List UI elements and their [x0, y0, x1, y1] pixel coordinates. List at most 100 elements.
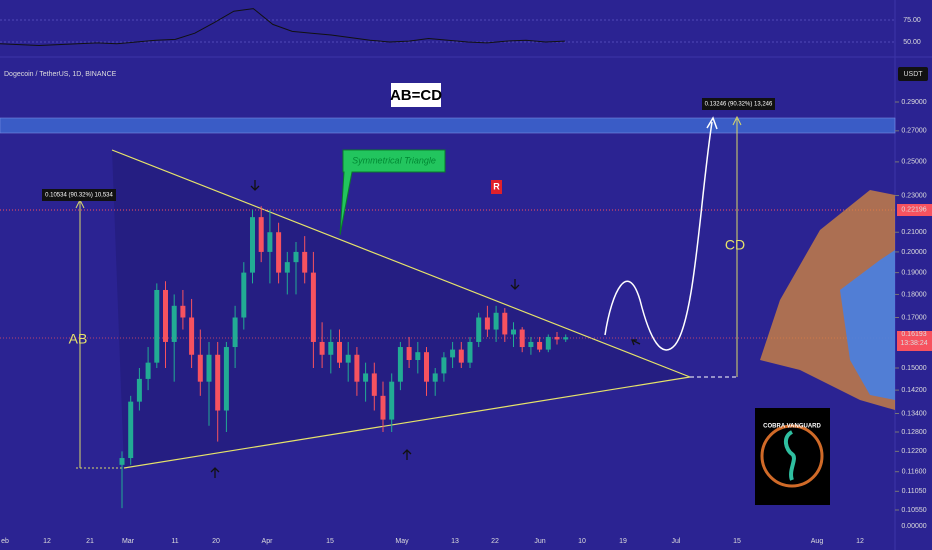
rsi-tick-label: 50.00: [903, 39, 921, 46]
candle-body: [128, 401, 134, 459]
pivot-arrows: [210, 180, 641, 478]
volume-profile-value-area: [840, 250, 895, 400]
logo-cobra: [784, 430, 796, 481]
cd-measure-box: [702, 98, 775, 110]
price-tick-label: 0.21000: [901, 229, 926, 236]
title: AB=CD: [390, 87, 442, 104]
projection-path: [604, 121, 713, 351]
ab-measure-box: [42, 189, 116, 201]
time-label: 15: [326, 538, 334, 545]
time-label: Apr: [262, 538, 274, 545]
price-tick-label: 0.11600: [902, 469, 927, 476]
candle-body: [136, 378, 142, 402]
resistance-zone: [0, 117, 896, 134]
candle-body: [363, 373, 369, 382]
price-tick-label: 0.15000: [901, 365, 926, 372]
candle-body: [467, 341, 473, 363]
candle-body: [284, 262, 290, 273]
candle-body: [476, 317, 482, 342]
time-label: 10: [578, 538, 586, 545]
candle-body: [554, 336, 560, 340]
candle-body: [371, 373, 377, 396]
last-price-label: 0.16193: [901, 331, 926, 338]
title-box: [391, 83, 441, 107]
price-tick-label: 0.17000: [901, 314, 926, 321]
time-label: Jun: [534, 538, 545, 545]
candle-body: [215, 354, 221, 411]
candle-body: [345, 354, 351, 363]
price-tick-label: 0.12800: [901, 429, 926, 436]
candle-body: [276, 232, 282, 273]
price-tick-label: 0.23000: [901, 192, 926, 199]
time-label: Aug: [811, 538, 824, 545]
candle-body: [206, 354, 212, 382]
rsi-line: [0, 8, 566, 47]
marker-box: [491, 180, 502, 194]
price-tick-label: 0.11050: [902, 488, 927, 495]
time-label: 15: [733, 538, 741, 545]
candle-body: [563, 337, 569, 340]
candle-body: [163, 289, 168, 342]
volume-tick-label: 0.00000: [901, 523, 926, 530]
time-label: 22: [491, 538, 499, 545]
time-label: 19: [619, 538, 627, 545]
candle-body: [180, 305, 186, 318]
last-price-box: [897, 331, 932, 351]
ab-label: AB: [69, 331, 88, 347]
price-tick-label: 0.13400: [901, 410, 926, 417]
candle-body: [302, 251, 308, 273]
time-label: 12: [856, 538, 864, 545]
candle-body: [337, 341, 342, 363]
price-tick-label: 0.18000: [901, 291, 926, 298]
time-label: 13: [451, 538, 459, 545]
projection-head: [706, 116, 718, 130]
pattern-label: Symmetrical Triangle: [352, 155, 436, 165]
candle-body: [493, 312, 499, 330]
logo-text: COBRA VANGUARD: [763, 424, 821, 430]
level-price-label: 0.22196: [901, 207, 926, 214]
price-tick-label: 0.10550: [901, 507, 926, 514]
candle-body: [310, 272, 316, 342]
level-price-box: [897, 204, 932, 216]
candle-body: [250, 217, 255, 273]
candle-body: [293, 251, 299, 263]
candle-body: [241, 272, 247, 318]
candle-body: [319, 341, 325, 355]
time-label: 20: [212, 538, 220, 545]
triangle-upper: [111, 149, 691, 378]
rsi-tick-label: 75.00: [903, 17, 921, 24]
cd-arrow-head: [732, 115, 742, 126]
price-tick-label: 0.12200: [901, 448, 926, 455]
currency-label: USDT: [903, 71, 923, 78]
candle-body: [450, 349, 456, 358]
candle-body: [511, 329, 516, 335]
candle-body: [415, 352, 421, 361]
candle-body: [441, 357, 447, 374]
candle-body: [458, 349, 464, 363]
candle-body: [154, 289, 160, 363]
candle-body: [354, 354, 360, 382]
time-label: Jul: [672, 538, 681, 545]
candle-body: [189, 317, 195, 355]
pattern-callout: [339, 149, 446, 236]
cd-label: CD: [725, 237, 745, 253]
time-label: eb: [1, 538, 9, 545]
candle-body: [432, 373, 438, 382]
triangle-fill: [112, 150, 690, 468]
time-label: Mar: [122, 538, 135, 545]
price-tick-label: 0.29000: [901, 99, 926, 106]
time-label: 21: [86, 538, 94, 545]
price-tick-label: 0.20000: [901, 249, 926, 256]
candle-body: [267, 232, 273, 252]
logo-ring: [760, 424, 824, 488]
candle-body: [171, 305, 177, 342]
candle-body: [519, 329, 525, 348]
candle-body: [528, 341, 534, 348]
candle-body: [145, 362, 151, 379]
candle-body: [258, 217, 264, 252]
ab-measure: 0.10534 (90.32%) 10,534: [45, 193, 113, 199]
candle-body: [197, 354, 203, 382]
candle-body: [223, 347, 229, 411]
symbol-label: Dogecoin / TetherUS, 1D, BINANCE: [4, 71, 117, 78]
